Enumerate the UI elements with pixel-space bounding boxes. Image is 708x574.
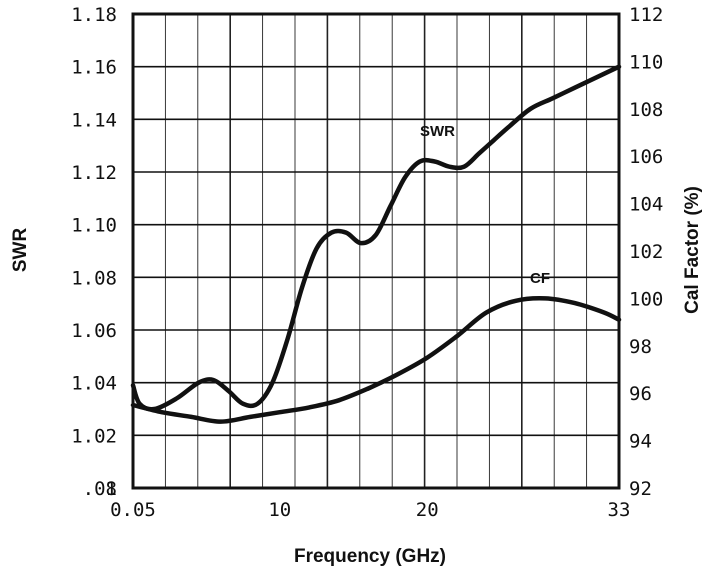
y2-tick-label: 102 (629, 241, 663, 263)
cf-curve-label: CF (530, 270, 550, 287)
vertical-gridlines (164, 14, 588, 488)
y-tick-label: 1.06 (71, 320, 117, 342)
y2-axis-title: Cal Factor (%) (682, 186, 703, 314)
y-axis-title: SWR (10, 228, 31, 273)
y2-tick-label: 110 (629, 51, 663, 73)
y-tick-label: .08 (83, 478, 117, 500)
y2-tick-label: 108 (629, 99, 663, 121)
x-axis-title: Frequency (GHz) (294, 546, 446, 567)
plot-frame (131, 12, 621, 490)
series-line-swr (130, 64, 622, 412)
y2-tick-label: 112 (629, 4, 663, 26)
y-tick-label: 1.10 (71, 215, 117, 237)
y-tick-label: 1.08 (71, 267, 117, 289)
horizontal-gridlines (133, 65, 619, 437)
y-tick-label: 1.02 (71, 425, 117, 447)
x-tick-label: 33 (608, 499, 631, 521)
y2-tick-label: 100 (629, 288, 663, 310)
y2-tick-label: 92 (629, 478, 652, 500)
left-axis-ticks: .081 1.02 1.04 1.06 1.08 1.10 1.12 1.14 1.16 1.18 (71, 4, 117, 500)
y-tick-label: 1.12 (71, 162, 117, 184)
swr-curve-label: SWR (420, 123, 455, 140)
bottom-axis-ticks: 0.05 10 20 33 (110, 499, 630, 521)
x-tick-label: 20 (416, 499, 439, 521)
y-tick-label: 1.04 (71, 373, 117, 395)
y2-tick-label: 98 (629, 336, 652, 358)
y2-tick-label: 96 (629, 383, 652, 405)
y-tick-label: 1.14 (71, 109, 117, 131)
y2-tick-label: 94 (629, 431, 652, 453)
y-tick-label: 1 (106, 478, 117, 500)
series-layer (130, 64, 622, 424)
y2-tick-label: 104 (629, 194, 663, 216)
series-line-cf (130, 296, 622, 424)
right-axis-ticks: 92 94 96 98 100 102 104 106 108 110 112 (629, 4, 663, 500)
y-tick-label: 1.18 (71, 4, 117, 26)
x-tick-label: 10 (268, 499, 291, 521)
y2-tick-label: 106 (629, 146, 663, 168)
x-tick-label: 0.05 (110, 499, 156, 521)
y-tick-label: 1.16 (71, 57, 117, 79)
